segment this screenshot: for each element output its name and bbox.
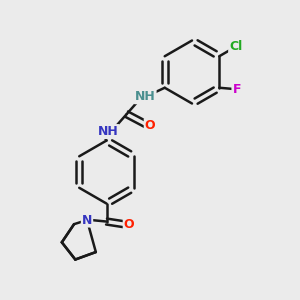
Text: O: O (145, 119, 155, 132)
Text: NH: NH (98, 125, 118, 138)
Text: N: N (82, 214, 92, 226)
Text: Cl: Cl (229, 40, 242, 53)
Text: O: O (124, 218, 134, 231)
Text: NH: NH (135, 90, 156, 103)
Text: F: F (232, 83, 241, 96)
